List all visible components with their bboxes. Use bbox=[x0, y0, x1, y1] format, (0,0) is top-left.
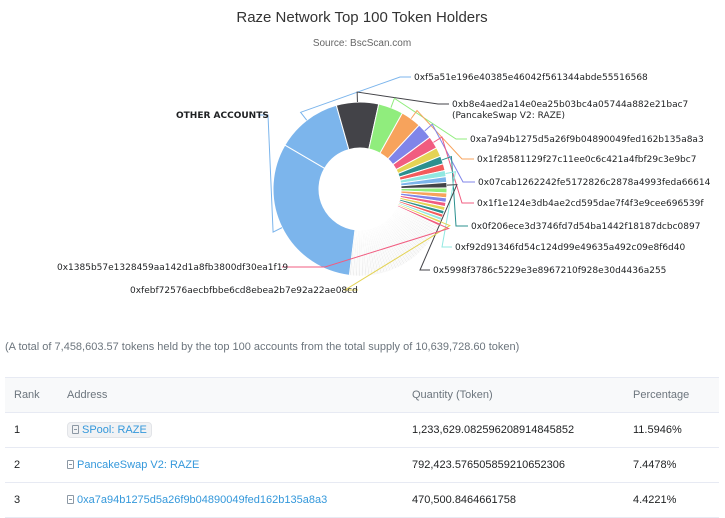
pie-slice bbox=[349, 229, 357, 276]
slice-label: 0xf5a51e196e40385e46042f561344abde555165… bbox=[414, 73, 648, 83]
slice-label: 0xb8e4aed2a14e0ea25b03bc4a05744a882e21ba… bbox=[452, 100, 688, 121]
contract-file-icon bbox=[67, 460, 74, 469]
label-connector bbox=[299, 76, 411, 121]
address-text: SPool: RAZE bbox=[82, 424, 147, 436]
address-text: PancakeSwap V2: RAZE bbox=[77, 459, 200, 471]
chart-subtitle: Source: BscScan.com bbox=[313, 38, 411, 49]
slice-label: 0x1f28581129f27c11ee0c6c421a4fbf29c3e9bc… bbox=[477, 155, 696, 165]
slice-labels: OTHER ACCOUNTS 0xf5a51e196e40385e46042f56… bbox=[57, 73, 711, 296]
address-header: Address bbox=[58, 377, 403, 413]
rank-cell: 1 bbox=[5, 412, 58, 448]
label-connectors bbox=[258, 76, 475, 291]
address-cell: 0xa7a94b1275d5a26f9b04890049fed162b135a8… bbox=[58, 482, 403, 518]
percentage-cell: 4.4221% bbox=[624, 482, 719, 518]
table-row: 1 SPool: RAZE 1,233,629.0825962089148458… bbox=[5, 412, 719, 448]
table-row: 3 0xa7a94b1275d5a26f9b04890049fed162b135… bbox=[5, 482, 719, 518]
holders-table: Rank Address Quantity (Token) Percentage… bbox=[5, 377, 719, 518]
address-cell: PancakeSwap V2: RAZE bbox=[58, 447, 403, 483]
table-header-row: Rank Address Quantity (Token) Percentage bbox=[5, 377, 719, 413]
label-connector bbox=[356, 91, 449, 105]
slice-label: 0xf92d91346fd54c124d99e49635a492c09e8f6d… bbox=[455, 243, 685, 253]
slice-label: 0xa7a94b1275d5a26f9b04890049fed162b135a8… bbox=[470, 135, 704, 145]
rank-cell: 2 bbox=[5, 447, 58, 483]
quantity-header: Quantity (Token) bbox=[403, 377, 624, 413]
table-row: 2 PancakeSwap V2: RAZE 792,423.576505859… bbox=[5, 447, 719, 483]
label-connector bbox=[424, 123, 475, 183]
label-connector bbox=[258, 114, 283, 233]
slice-label: 0x1385b57e1328459aa142d1a8fb3800df30ea1f… bbox=[57, 263, 288, 273]
percentage-cell: 11.5946% bbox=[624, 412, 719, 448]
rank-header: Rank bbox=[5, 377, 58, 413]
label-connector bbox=[343, 221, 451, 291]
address-link[interactable]: 0xa7a94b1275d5a26f9b04890049fed162b135a8… bbox=[67, 494, 327, 506]
pie-chart: Raze Network Top 100 Token Holders Sourc… bbox=[57, 9, 711, 296]
address-text: 0xa7a94b1275d5a26f9b04890049fed162b135a8… bbox=[77, 494, 328, 506]
holders-summary: (A total of 7,458,603.57 tokens held by … bbox=[5, 341, 520, 353]
label-connector bbox=[419, 184, 458, 271]
percentage-cell: 7.4478% bbox=[624, 447, 719, 483]
quantity-cell: 792,423.576505859210652306 bbox=[403, 447, 624, 483]
quantity-cell: 470,500.8464661758 bbox=[403, 482, 624, 518]
label-connector bbox=[410, 109, 474, 160]
label-connector bbox=[441, 171, 457, 248]
slice-label: 0x0f206ece3d3746fd7d54ba1442f18187dcbc08… bbox=[471, 222, 700, 232]
pie-slices bbox=[272, 101, 448, 276]
quantity-cell: 1,233,629.082596208914845852 bbox=[403, 412, 624, 448]
contract-file-icon bbox=[67, 495, 74, 504]
percentage-header: Percentage bbox=[624, 377, 719, 413]
address-link[interactable]: SPool: RAZE bbox=[67, 422, 152, 438]
label-connector bbox=[282, 224, 450, 268]
contract-file-icon bbox=[72, 425, 79, 434]
chart-title: Raze Network Top 100 Token Holders bbox=[236, 9, 487, 26]
pie-slice bbox=[272, 144, 356, 276]
slice-label: 0x1f1e124e3db4ae2cd595dae7f4f3e9cee69653… bbox=[477, 199, 704, 209]
slice-label: 0xfebf72576aecbfbbe6cd8ebea2b7e92a22ae08… bbox=[130, 286, 358, 296]
slice-label: 0x5998f3786c5229e3e8967210f928e30d4436a2… bbox=[433, 266, 666, 276]
slice-label: OTHER ACCOUNTS bbox=[176, 111, 269, 121]
slice-label: 0x07cab1262242fe5172826c2878a4993feda666… bbox=[478, 178, 711, 188]
address-link[interactable]: PancakeSwap V2: RAZE bbox=[67, 459, 199, 471]
address-cell: SPool: RAZE bbox=[58, 412, 403, 448]
rank-cell: 3 bbox=[5, 482, 58, 518]
